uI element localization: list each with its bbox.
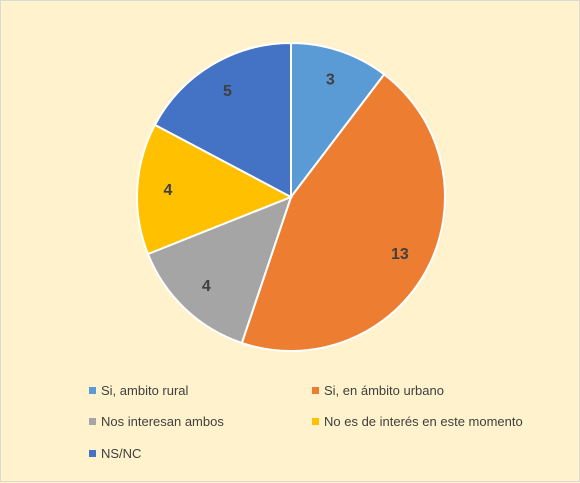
pie-slice-no-interes <box>136 123 294 256</box>
data-label-urbano: 13 <box>391 246 409 263</box>
data-label-ambos: 4 <box>202 278 211 295</box>
data-label-rural: 3 <box>326 72 335 89</box>
pie-slice-ambos <box>146 195 293 345</box>
pie-slice-nsnc <box>153 41 292 199</box>
data-label-nsnc: 5 <box>223 83 232 100</box>
pie-slice-rural <box>290 41 386 200</box>
pie-slice-urbano <box>240 72 446 352</box>
data-label-no-interes: 4 <box>164 182 173 199</box>
